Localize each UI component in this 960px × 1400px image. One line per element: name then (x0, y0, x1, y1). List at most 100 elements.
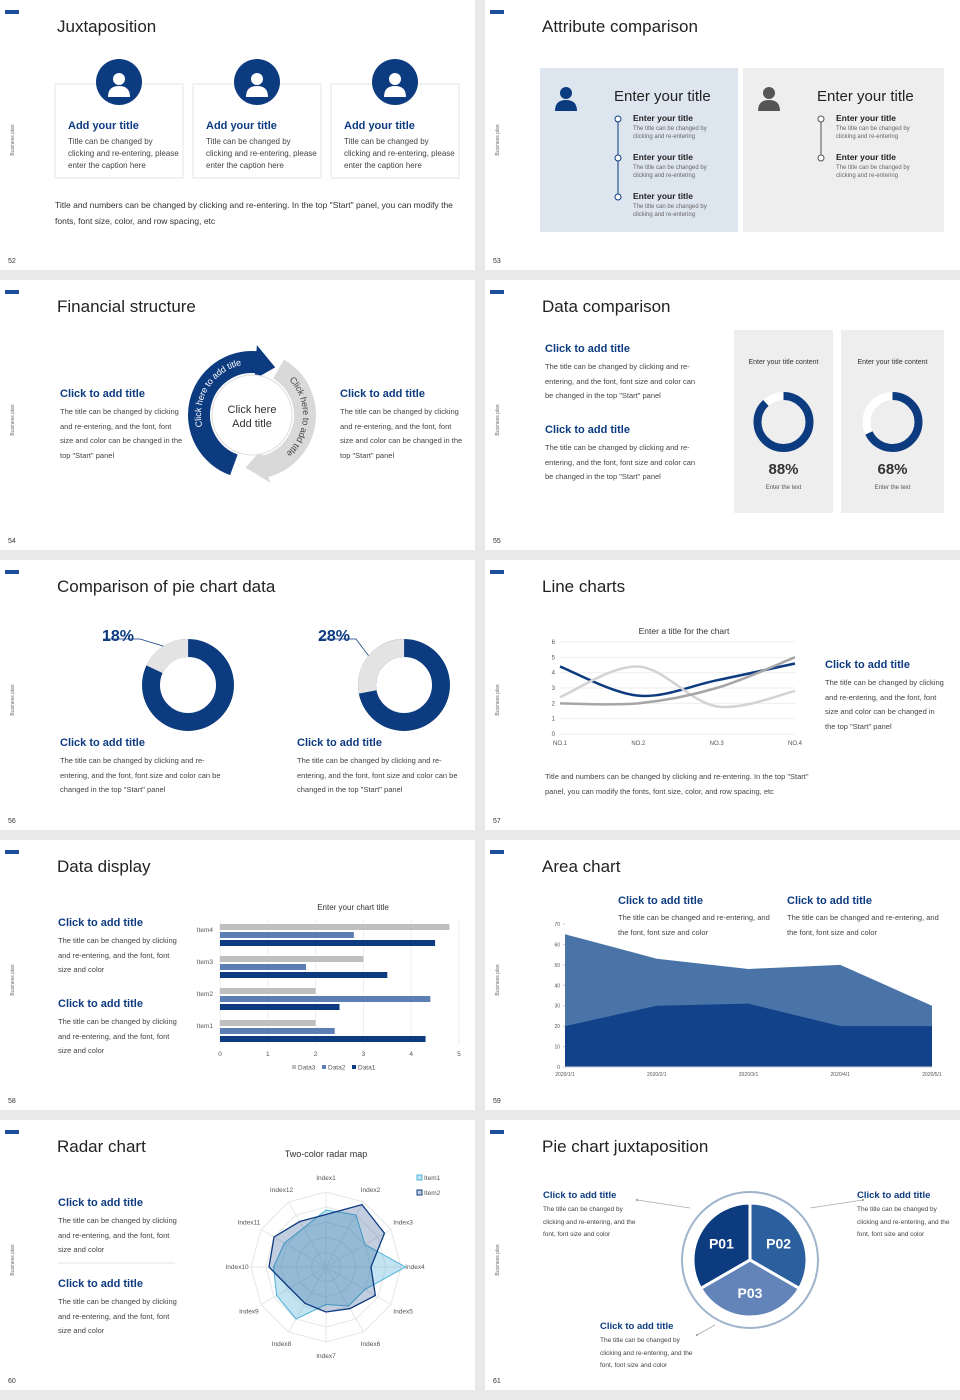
side-label: Business plan (495, 964, 501, 995)
item-title: Enter your title (836, 152, 896, 162)
block-title: Click to add title (58, 917, 143, 929)
card-title: Add your title (344, 120, 415, 132)
block-title: Click to add title (297, 737, 382, 749)
gauge-heading: Enter your title content (857, 359, 928, 366)
timeline-dot (614, 115, 622, 123)
item-text: The title can be changed by clicking and… (633, 204, 707, 218)
bar (220, 1004, 340, 1010)
slide-title: Comparison of pie chart data (57, 577, 276, 596)
cycle-arc (188, 351, 258, 476)
slide-title: Pie chart juxtaposition (542, 1137, 709, 1156)
y-tick-label: 1 (552, 717, 556, 723)
page-number: 59 (493, 1098, 501, 1105)
block-title: Click to add title (58, 1197, 143, 1209)
block-text: The title can be changed by clicking and… (58, 1216, 177, 1254)
logo (490, 10, 504, 14)
timeline-dot (614, 193, 622, 201)
item-title: Enter your title (836, 113, 896, 123)
item-text: The title can be changed by clicking and… (836, 126, 910, 140)
radar-spoke (288, 1201, 327, 1268)
legend-swatch (352, 1065, 356, 1069)
radar-spoke (260, 1266, 327, 1305)
gauge-caption: Enter the text (765, 485, 802, 491)
slide-graphics: Business plan 57 Enter a title for the cha… (490, 570, 803, 825)
gauge-value (753, 392, 814, 452)
bar (220, 940, 436, 946)
note: Title and numbers can be changed by clic… (545, 772, 809, 796)
y-tick-label: 3 (552, 686, 556, 692)
icon-body (758, 100, 780, 111)
cycle-arrowhead (254, 345, 276, 380)
slide: Business plan 55 Data comparison Click to a… (485, 280, 960, 550)
legend-swatch (322, 1065, 326, 1069)
block-title: Click to add title (545, 343, 630, 355)
leader-line (319, 638, 369, 656)
slide-graphics: Business plan 61 P01 P02 P03 (490, 1130, 865, 1385)
side-label: Business plan (10, 404, 16, 435)
cycle-center-text: Add title (232, 418, 272, 430)
card-text: Title can be changed by clicking and re-… (344, 137, 455, 170)
logo (490, 1130, 504, 1134)
gauge-label: 68% (877, 461, 908, 478)
side-label: Business plan (10, 684, 16, 715)
block-text: The title can be changed by clicking and… (825, 678, 944, 731)
y-tick-label: Item1 (197, 1023, 214, 1030)
radar-spoke (325, 1266, 392, 1305)
icon-head (113, 73, 125, 85)
slide-graphics: Business plan 58 Enter your chart title 0 1 2… (5, 850, 461, 1105)
x-tick-label: 2020/1/1 (555, 1072, 575, 1078)
pointer-line (809, 1199, 864, 1209)
block-text: The title can be changed by clicking and… (58, 1017, 177, 1055)
page-number: 58 (8, 1098, 16, 1105)
axis-label: Index4 (405, 1264, 425, 1271)
radar-spoke (325, 1201, 364, 1268)
bar (220, 1020, 316, 1026)
block-title: Click to add title (600, 1321, 674, 1332)
logo (490, 570, 504, 574)
x-tick-label: 0 (218, 1051, 222, 1058)
legend-label: Item2 (424, 1190, 441, 1197)
pointer-end (861, 1198, 865, 1202)
slide-title: Data comparison (542, 297, 671, 316)
x-tick-label: NO.4 (788, 741, 803, 747)
pie-segment (698, 1258, 802, 1319)
radar-series (272, 1209, 407, 1320)
x-tick-label: 2020/3/1 (739, 1072, 759, 1078)
side-label: Business plan (495, 404, 501, 435)
gauge-panel (841, 330, 944, 513)
block-text: The title can be changed by clicking and… (545, 362, 696, 400)
slide-graphics: Business plan 53 (490, 10, 944, 265)
y-tick-label: 0 (552, 732, 556, 738)
slide-graphics: Business plan 60 Two-color radar map Index1… (5, 1130, 441, 1385)
item-text: The title can be changed by clicking and… (633, 165, 707, 179)
icon-body (108, 86, 130, 97)
pointer-line (636, 1199, 691, 1209)
item-text: The title can be changed by clicking and… (633, 126, 707, 140)
y-tick-label: Item3 (197, 959, 214, 966)
bar (220, 988, 316, 994)
panel-title: Enter your title (817, 88, 914, 105)
x-tick-label: 2020/4/1 (831, 1072, 851, 1078)
legend-label: Data2 (328, 1065, 346, 1072)
slide-title: Financial structure (57, 297, 196, 316)
timeline-dot (614, 154, 622, 162)
cycle-arrowhead (245, 449, 271, 483)
slide-title: Data display (57, 857, 151, 876)
slide: Business plan 57 Enter a title for the cha… (485, 560, 960, 830)
radar-spoke (325, 1229, 392, 1268)
slide-title: Line charts (542, 577, 626, 596)
legend-label: Data1 (358, 1065, 376, 1072)
bar (220, 924, 450, 930)
page-number: 60 (8, 1378, 16, 1385)
cycle-arc (261, 359, 316, 478)
chart-title: Enter your chart title (317, 903, 389, 912)
x-tick-label: 1 (266, 1051, 270, 1058)
legend-swatch (292, 1065, 296, 1069)
block-text: The title can be changed by clicking and… (600, 1337, 693, 1369)
block-text: The title can be changed by clicking and… (857, 1206, 950, 1238)
slide-graphics: Business plan 52 (5, 10, 460, 265)
y-tick-label: 4 (552, 671, 556, 677)
item-title: Enter your title (633, 113, 693, 123)
